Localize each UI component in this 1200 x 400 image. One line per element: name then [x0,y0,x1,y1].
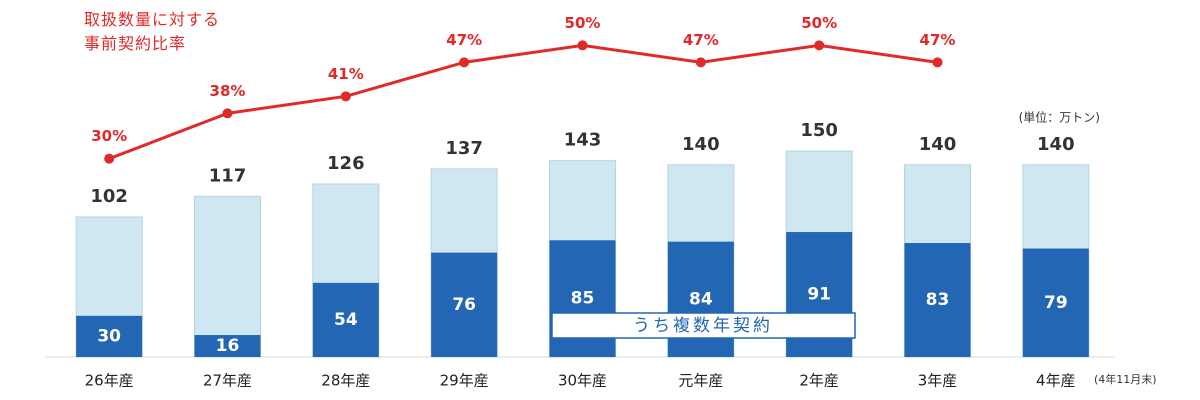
x-tick-label: 2年産 [799,372,839,390]
bar [1022,248,1089,357]
line-value-label: 50% [565,14,601,32]
line-point [577,40,588,51]
legend-label: うち複数年契約 [633,316,773,336]
bar-value-label: 85 [571,289,595,309]
x-tick-label: 4年産 [1036,372,1076,390]
line-point [104,153,115,164]
bar-total-label: 150 [800,120,838,141]
line-value-label: 38% [210,82,246,100]
line-value-label: 50% [801,14,837,32]
line-value-label: 41% [328,65,364,83]
date-annotation: (4年11月末) [1094,372,1157,386]
line-series-label: 取扱数量に対する 事前契約比率 [84,10,221,53]
unit-annotation: (単位：万トン) [1019,110,1100,125]
legend-box [551,312,856,339]
line-value-label: 47% [920,31,956,49]
bar [194,335,261,357]
line-point [695,57,706,68]
bar [76,315,143,357]
bar-total-label: 143 [564,130,602,151]
bar [904,243,971,357]
bar [194,195,261,358]
line-value-label: 30% [91,127,127,145]
line-point [459,57,470,68]
bar-value-label: 91 [807,285,831,305]
bar-total-label: 137 [445,138,483,159]
x-tick-label: 3年産 [918,372,958,390]
bar-value-label: 84 [689,289,713,309]
bar [431,252,498,357]
bar-total-label: 140 [682,134,720,155]
bar [312,282,379,357]
line [108,43,938,161]
bar-total-label: 102 [90,186,128,207]
line-point [814,40,825,51]
bar-total-label: 140 [1037,134,1075,155]
line-point [932,57,943,68]
bar-total-label: 140 [919,134,957,155]
bar-value-label: 79 [1044,293,1068,313]
x-tick-label: 28年産 [321,372,370,390]
bar-total-label: 117 [209,165,247,186]
bar-value-label: 30 [97,326,121,346]
x-tick-label: 26年産 [85,372,134,390]
bar-value-label: 76 [452,295,476,315]
x-tick-label: 27年産 [203,372,252,390]
x-tick-label: 元年産 [678,372,723,390]
x-tick-label: 29年産 [440,372,489,390]
x-tick-label: 30年産 [558,372,607,390]
bar-value-label: 16 [216,336,240,356]
line-value-label: 47% [683,31,719,49]
line-point [222,108,233,119]
bar-value-label: 54 [334,310,358,330]
bar-total-label: 126 [327,153,365,174]
line-point [340,91,351,102]
line-value-label: 47% [446,31,482,49]
bar-value-label: 83 [926,290,950,310]
